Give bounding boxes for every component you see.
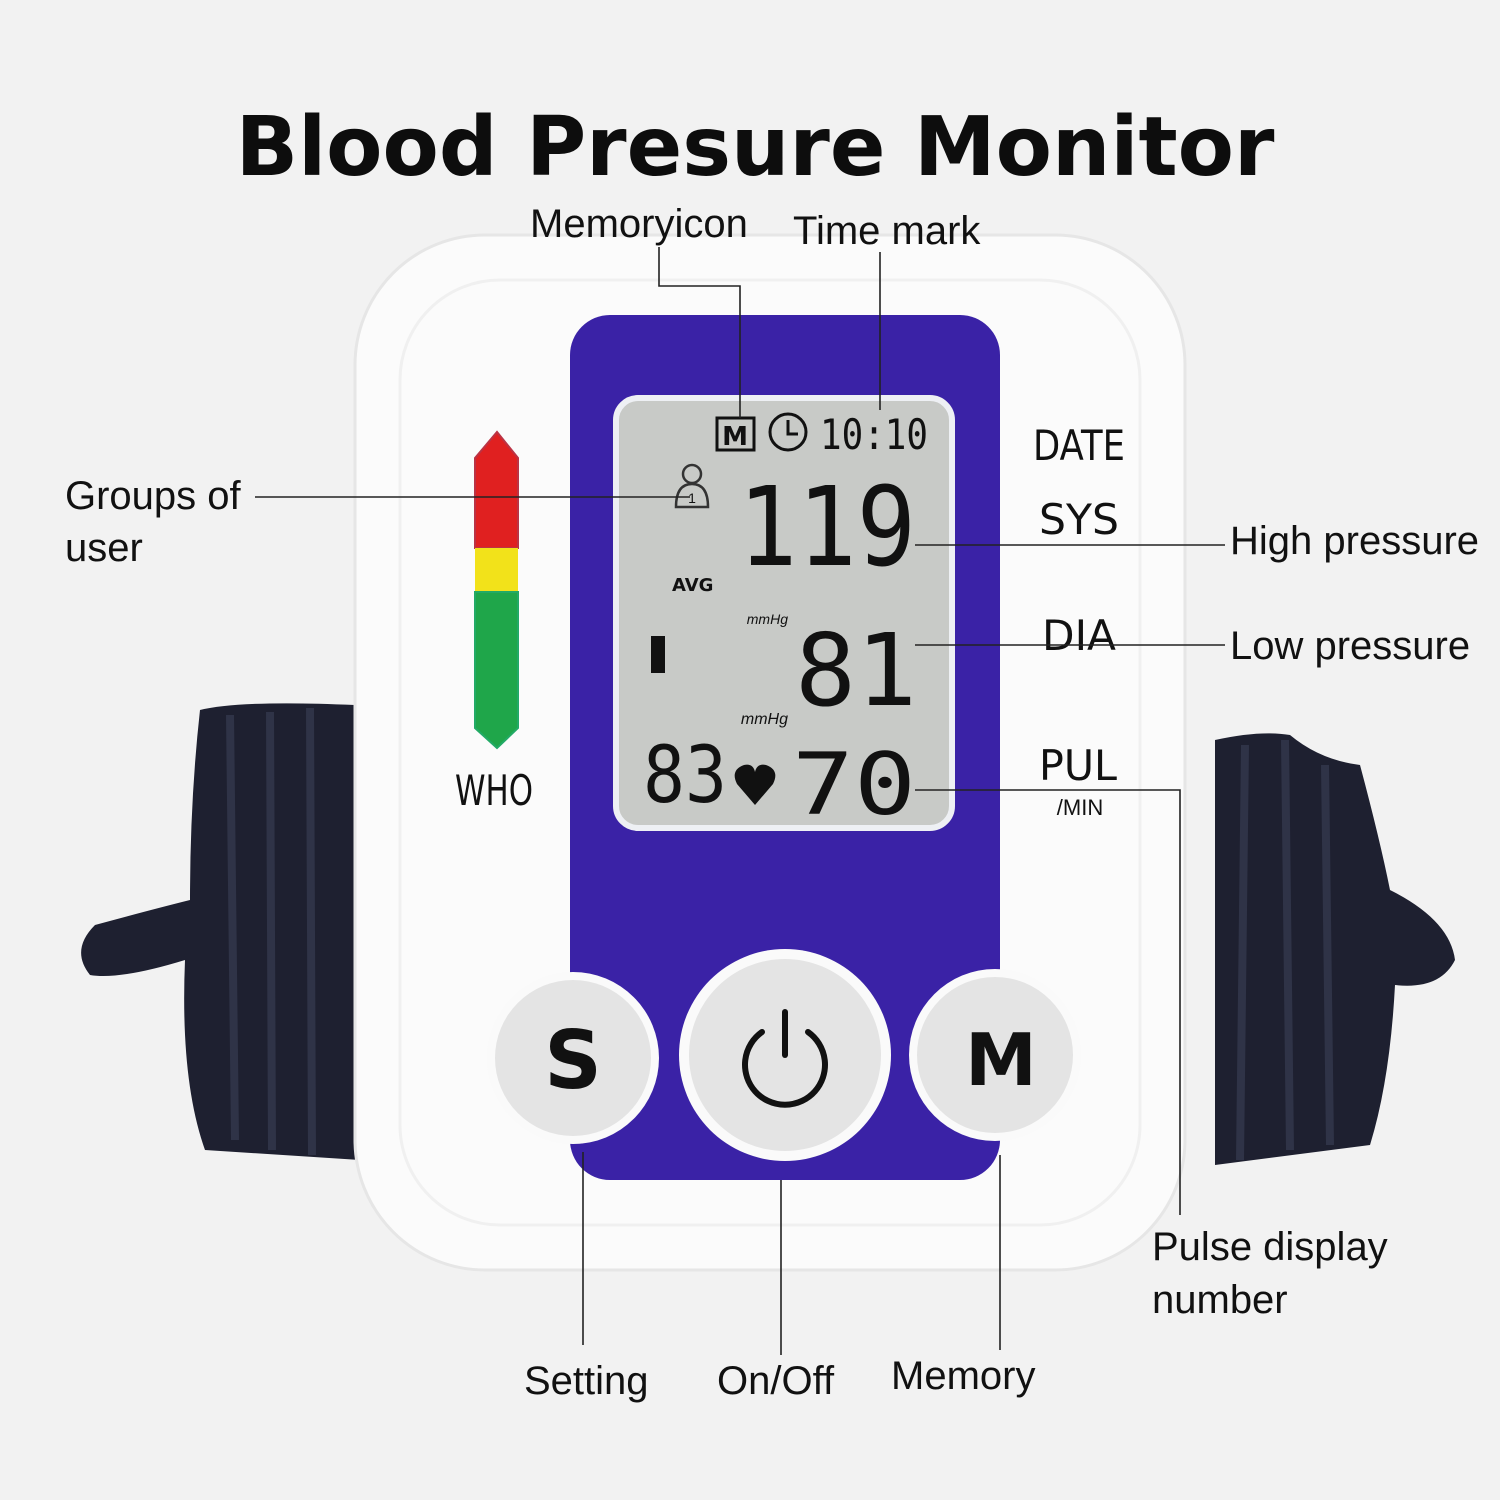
avg-pulse-value: 83 xyxy=(643,731,727,821)
callout-time-mark: Time mark xyxy=(793,209,981,253)
lcd-time: 10:10 xyxy=(820,410,928,459)
callout-memory: Memory xyxy=(891,1354,1035,1398)
power-icon xyxy=(742,1009,828,1108)
heart-icon xyxy=(734,764,776,805)
unit-dia: mmHg xyxy=(741,711,788,728)
who-label: WHO xyxy=(455,766,533,815)
clock-icon xyxy=(768,412,808,452)
lcd-screen xyxy=(613,395,955,831)
callout-groups-of-user-2: user xyxy=(65,526,143,570)
callout-memory-icon: Memoryicon xyxy=(530,202,748,246)
page-title: Blood Presure Monitor xyxy=(236,100,1275,195)
lcd-bar-segment xyxy=(651,636,665,673)
memory-button[interactable]: M xyxy=(909,969,1081,1141)
callout-high-pressure: High pressure xyxy=(1230,519,1479,563)
memory-button-label: M xyxy=(965,1018,1037,1102)
right-cuff xyxy=(1215,733,1455,1165)
power-button[interactable] xyxy=(679,949,891,1161)
leader-lines xyxy=(255,247,1225,1355)
who-scale xyxy=(474,430,519,750)
diastolic-value: 81 xyxy=(795,612,917,729)
memory-badge: M xyxy=(722,422,748,452)
left-cuff xyxy=(81,703,360,1160)
callout-pulse-2: number xyxy=(1152,1278,1288,1322)
body-inner-outline xyxy=(398,278,1142,1227)
user-group-icon xyxy=(674,463,710,509)
systolic-value: 119 xyxy=(738,463,916,591)
dia-label: DIA xyxy=(1042,611,1116,660)
callout-setting: Setting xyxy=(524,1359,649,1403)
pul-label: PUL xyxy=(1039,741,1118,790)
date-label: DATE xyxy=(1033,421,1125,470)
callout-low-pressure: Low pressure xyxy=(1230,624,1470,668)
avg-label: AVG xyxy=(672,575,713,596)
setting-button-label: S xyxy=(544,1014,602,1107)
callout-groups-of-user-1: Groups of xyxy=(65,474,242,518)
callout-pulse-1: Pulse display xyxy=(1152,1225,1388,1269)
user-number: 1 xyxy=(688,490,696,506)
pulse-value: 70 xyxy=(792,735,916,835)
per-min-label: /MIN xyxy=(1057,795,1103,820)
callout-on-off: On/Off xyxy=(717,1359,835,1403)
setting-button[interactable]: S xyxy=(487,972,659,1144)
sys-label: SYS xyxy=(1039,495,1119,544)
unit-sys: mmHg xyxy=(747,611,788,627)
memory-icon xyxy=(715,416,756,452)
